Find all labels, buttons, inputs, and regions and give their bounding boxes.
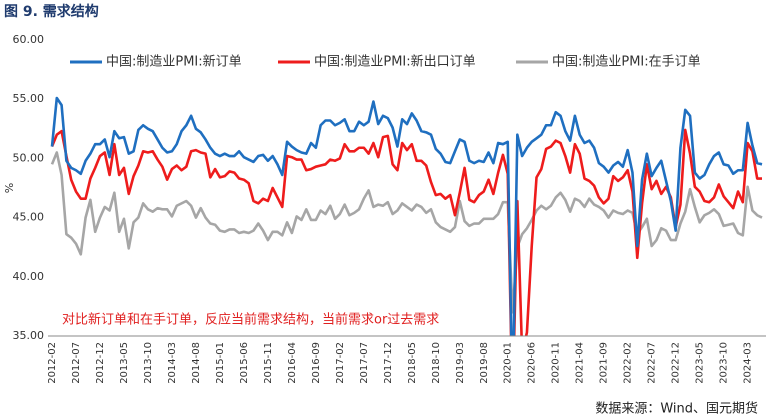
x-tick-label: 2018-10 [431, 342, 442, 384]
x-tick-label: 2022-07 [647, 342, 658, 384]
legend-label: 中国:制造业PMI:在手订单 [552, 55, 701, 70]
y-tick-label: 60.00 [13, 33, 45, 46]
x-tick-label: 2017-02 [335, 342, 346, 384]
x-tick-label: 2022-12 [671, 342, 682, 384]
legend-label: 中国:制造业PMI:新订单 [106, 54, 242, 70]
x-tick-label: 2013-05 [119, 342, 130, 384]
x-tick-label: 2019-03 [455, 342, 466, 384]
series-line [50, 128, 762, 336]
x-tick-label: 2015-06 [239, 342, 250, 384]
x-tick-label: 2017-12 [383, 342, 394, 384]
x-tick-label: 2020-06 [527, 342, 538, 384]
chart-title: 图 9. 需求结构 [4, 3, 99, 20]
plot-area [50, 96, 763, 336]
y-axis-label: % [3, 183, 16, 193]
x-tick-label: 2020-11 [551, 342, 562, 384]
x-tick-label: 2015-01 [215, 342, 226, 384]
y-tick-label: 40.00 [13, 270, 45, 283]
legend-label: 中国:制造业PMI:新出口订单 [314, 54, 476, 70]
x-tick-label: 2016-09 [311, 342, 322, 384]
x-tick-label: 2020-01 [503, 342, 514, 384]
x-tick-label: 2023-05 [695, 342, 706, 384]
x-tick-label: 2023-10 [719, 342, 730, 384]
x-tick-label: 2021-04 [575, 342, 586, 384]
x-tick-label: 2012-07 [71, 342, 82, 384]
y-tick-label: 50.00 [13, 151, 45, 164]
source: 数据来源：Wind、国元期货 [595, 401, 758, 417]
y-tick-label: 55.00 [13, 92, 45, 105]
x-tick-label: 2012-02 [47, 342, 58, 384]
x-tick-label: 2017-07 [359, 342, 370, 384]
x-tick-label: 2015-11 [263, 342, 274, 384]
annotation: 对比新订单和在手订单，反应当前需求结构，当前需求or过去需求 [62, 312, 439, 328]
x-tick-label: 2013-10 [143, 342, 154, 384]
x-tick-label: 2014-03 [167, 342, 178, 384]
x-tick-label: 2018-05 [407, 342, 418, 384]
x-tick-label: 2019-08 [479, 342, 490, 384]
y-tick-label: 45.00 [13, 211, 45, 224]
x-tick-label: 2014-08 [191, 342, 202, 384]
x-tick-label: 2021-09 [599, 342, 610, 384]
series-line [50, 151, 763, 314]
x-tick-label: 2016-04 [287, 342, 298, 384]
x-tick-label: 2012-12 [95, 342, 106, 384]
x-tick-label: 2022-02 [623, 342, 634, 384]
y-tick-label: 35.00 [13, 329, 45, 342]
x-tick-label: 2024-03 [743, 342, 754, 384]
series-line [50, 96, 763, 336]
